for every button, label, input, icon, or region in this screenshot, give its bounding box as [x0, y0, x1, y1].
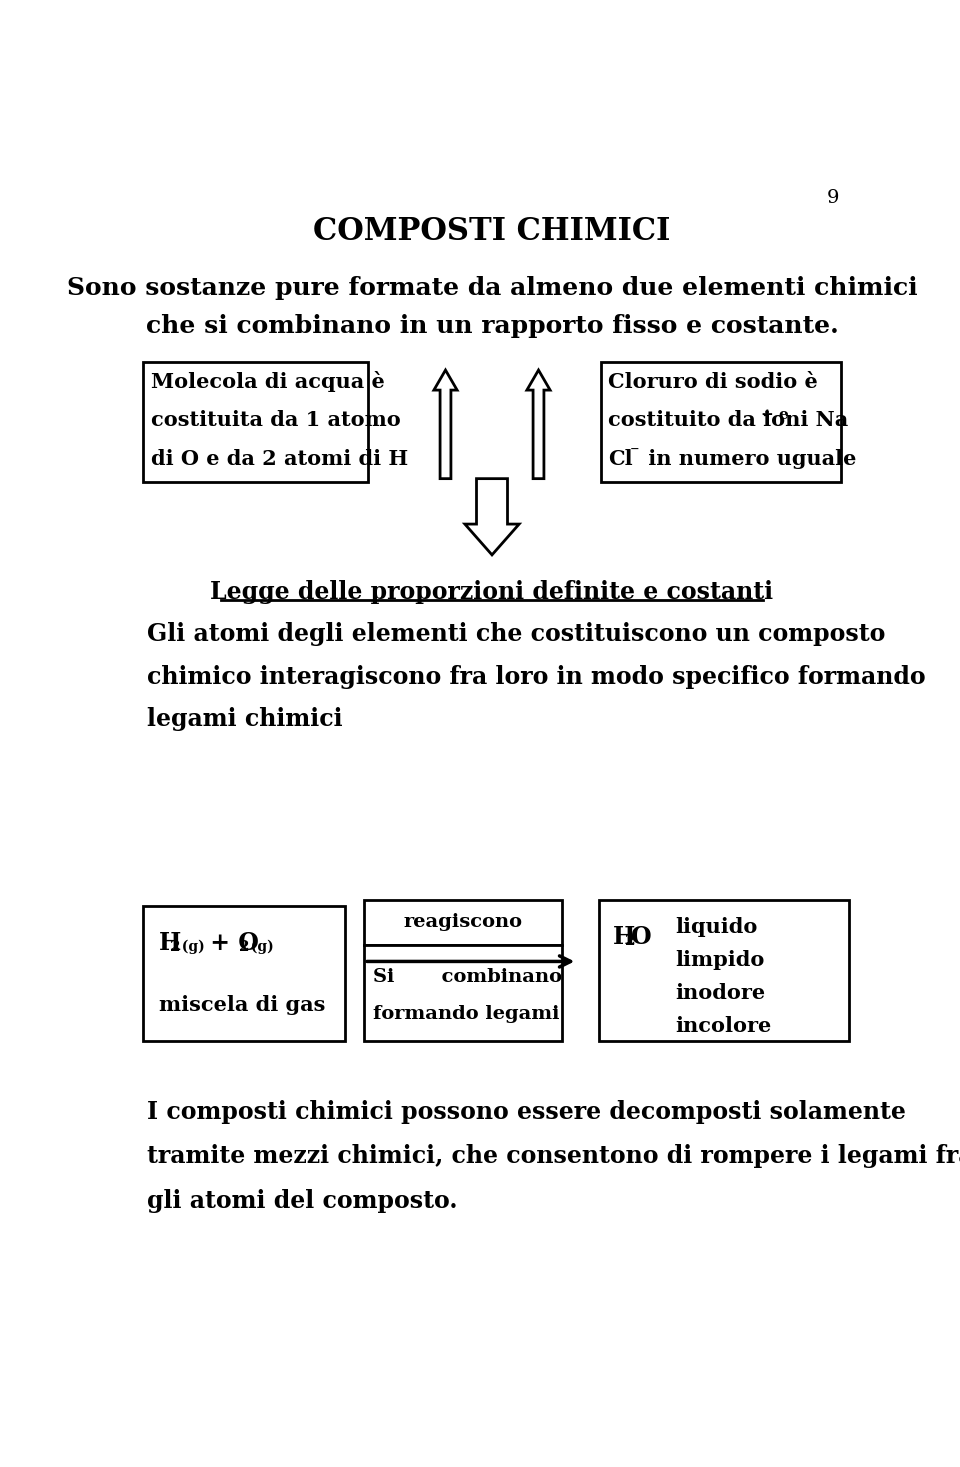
FancyBboxPatch shape [143, 907, 345, 1040]
Text: Cloruro di sodio è: Cloruro di sodio è [609, 371, 818, 392]
Text: limpido: limpido [675, 951, 764, 970]
Text: liquido: liquido [675, 917, 757, 937]
Text: (g): (g) [247, 940, 274, 954]
Text: che si combinano in un rapporto fisso e costante.: che si combinano in un rapporto fisso e … [146, 314, 838, 339]
Text: in numero uguale: in numero uguale [641, 449, 856, 468]
Text: gli atomi del composto.: gli atomi del composto. [147, 1188, 458, 1213]
Text: 2: 2 [170, 940, 180, 954]
Text: miscela di gas: miscela di gas [158, 995, 325, 1015]
Text: Gli atomi degli elementi che costituiscono un composto: Gli atomi degli elementi che costituisco… [147, 622, 885, 645]
Text: Sono sostanze pure formate da almeno due elementi chimici: Sono sostanze pure formate da almeno due… [66, 276, 918, 299]
Text: O: O [632, 924, 652, 949]
Text: + e: + e [761, 408, 789, 421]
Text: chimico interagiscono fra loro in modo specifico formando: chimico interagiscono fra loro in modo s… [147, 665, 925, 688]
Text: incolore: incolore [675, 1017, 771, 1036]
Text: (g): (g) [178, 940, 205, 954]
Text: H: H [158, 932, 181, 955]
Text: COMPOSTI CHIMICI: COMPOSTI CHIMICI [313, 216, 671, 246]
Text: di O e da 2 atomi di H: di O e da 2 atomi di H [151, 449, 408, 468]
Text: Si       combinano: Si combinano [373, 968, 563, 986]
Text: 2: 2 [239, 940, 250, 954]
FancyBboxPatch shape [601, 362, 841, 481]
Text: 2: 2 [625, 933, 635, 948]
Text: legami chimici: legami chimici [147, 707, 343, 731]
Text: I composti chimici possono essere decomposti solamente: I composti chimici possono essere decomp… [147, 1100, 906, 1124]
Text: + O: + O [203, 932, 259, 955]
FancyBboxPatch shape [599, 899, 849, 1040]
Text: costituito da ioni Na: costituito da ioni Na [609, 411, 849, 430]
Text: tramite mezzi chimici, che consentono di rompere i legami fra: tramite mezzi chimici, che consentono di… [147, 1144, 960, 1168]
Text: formando legami: formando legami [373, 1005, 560, 1022]
Text: costituita da 1 atomo: costituita da 1 atomo [151, 411, 400, 430]
Text: ⁻: ⁻ [630, 445, 639, 462]
FancyBboxPatch shape [364, 945, 562, 1040]
Text: reagiscono: reagiscono [403, 912, 522, 932]
FancyBboxPatch shape [364, 899, 562, 945]
Text: inodore: inodore [675, 983, 765, 1003]
Text: H: H [612, 924, 636, 949]
FancyBboxPatch shape [143, 362, 368, 481]
Text: 9: 9 [827, 189, 839, 207]
Text: Molecola di acqua è: Molecola di acqua è [151, 371, 385, 392]
Text: Legge delle proporzioni definite e costanti: Legge delle proporzioni definite e costa… [210, 579, 774, 604]
Text: Cl: Cl [609, 449, 633, 468]
